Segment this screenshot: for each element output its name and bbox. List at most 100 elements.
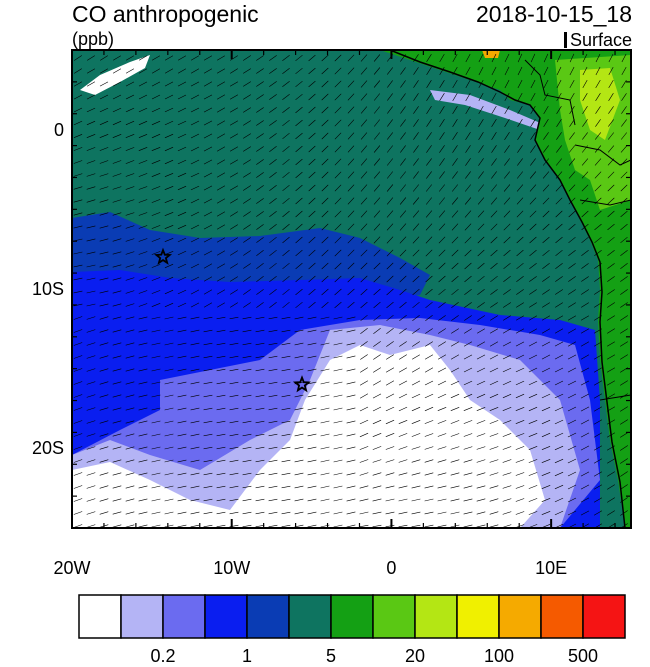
wind-vector (125, 316, 135, 320)
wind-vector (425, 288, 433, 296)
wind-vector (243, 224, 251, 230)
x-tick-label: 20W (53, 558, 91, 578)
wind-vector (216, 472, 226, 476)
wind-vector (177, 381, 187, 385)
wind-vector (386, 197, 394, 205)
wind-vector (229, 498, 239, 502)
wind-vector (333, 485, 343, 489)
wind-vector (476, 459, 486, 463)
wind-vector (386, 223, 394, 231)
wind-vector (203, 107, 213, 113)
wind-vector (164, 302, 174, 308)
wind-vector (400, 145, 406, 153)
wind-vector (437, 407, 447, 411)
wind-vector (594, 197, 602, 205)
wind-vector (582, 93, 588, 101)
wind-vector (216, 485, 226, 489)
wind-vector (593, 510, 603, 516)
wind-vector (255, 407, 265, 411)
wind-vector (321, 132, 329, 140)
wind-vector (464, 289, 472, 295)
wind-vector (607, 197, 615, 205)
wind-vector (607, 510, 615, 516)
wind-vector (73, 459, 83, 463)
wind-vector (256, 133, 264, 139)
wind-vector (307, 394, 317, 398)
wind-vector (372, 380, 382, 386)
wind-vector (450, 420, 460, 424)
wind-vector (400, 67, 406, 75)
wind-vector (321, 106, 329, 114)
wind-vector (243, 211, 251, 217)
wind-vector (190, 146, 200, 152)
wind-vector (243, 107, 251, 113)
wind-vector (543, 79, 549, 89)
wind-vector (320, 485, 330, 489)
wind-vector (463, 420, 473, 424)
wind-vector (463, 354, 473, 360)
wind-vector (359, 472, 369, 476)
wind-vector (568, 171, 576, 179)
wind-vector (112, 94, 122, 100)
wind-vector (620, 354, 628, 360)
wind-vector (230, 250, 238, 256)
wind-vector (334, 171, 342, 179)
wind-vector (606, 367, 616, 373)
wind-vector (99, 199, 109, 203)
wind-vector (620, 432, 628, 438)
wind-vector (478, 132, 484, 140)
wind-vector (606, 445, 616, 451)
wind-vector (489, 446, 499, 450)
wind-vector (138, 173, 148, 177)
wind-vector (347, 67, 355, 75)
wind-vector (333, 407, 343, 411)
wind-vector (450, 459, 460, 463)
wind-vector (593, 471, 603, 477)
wind-vector (190, 485, 200, 489)
wind-vector (138, 290, 148, 294)
wind-vector (190, 263, 200, 269)
wind-vector (125, 407, 135, 411)
wind-vector (125, 290, 135, 294)
wind-vector (164, 289, 174, 295)
wind-vector (426, 158, 432, 166)
wind-vector (190, 394, 200, 398)
wind-vector (177, 211, 187, 217)
wind-vector (359, 485, 369, 489)
wind-vector (554, 315, 564, 321)
wind-vector (242, 511, 252, 515)
wind-vector (164, 524, 174, 528)
wind-vector (452, 158, 458, 166)
wind-vector (569, 79, 575, 89)
wind-vector (438, 184, 446, 192)
wind-vector (295, 54, 303, 62)
wind-vector (255, 368, 265, 372)
wind-vector (530, 79, 536, 89)
wind-vector (151, 160, 161, 164)
wind-vector (269, 133, 277, 139)
wind-vector (333, 459, 343, 463)
wind-vector (321, 54, 329, 62)
wind-vector (621, 66, 627, 76)
wind-vector (203, 263, 213, 269)
wind-vector (346, 498, 356, 502)
wind-vector (320, 433, 330, 437)
wind-vector (477, 315, 485, 321)
wind-vector (463, 407, 473, 411)
star-marker-west (154, 247, 173, 265)
wind-vector (541, 380, 551, 386)
wind-vector (190, 420, 200, 424)
wind-vector (425, 197, 433, 205)
wind-vector (347, 210, 355, 218)
wind-vector (282, 158, 290, 166)
wind-vector (190, 276, 200, 282)
wind-vector (412, 262, 420, 270)
wind-vector (373, 197, 381, 205)
wind-vector (86, 186, 96, 190)
wind-vector (203, 237, 213, 243)
wind-vector (73, 329, 83, 333)
wind-vector (268, 433, 278, 437)
wind-vector (242, 485, 252, 489)
wind-vector (477, 223, 485, 231)
wind-vector (138, 147, 148, 151)
